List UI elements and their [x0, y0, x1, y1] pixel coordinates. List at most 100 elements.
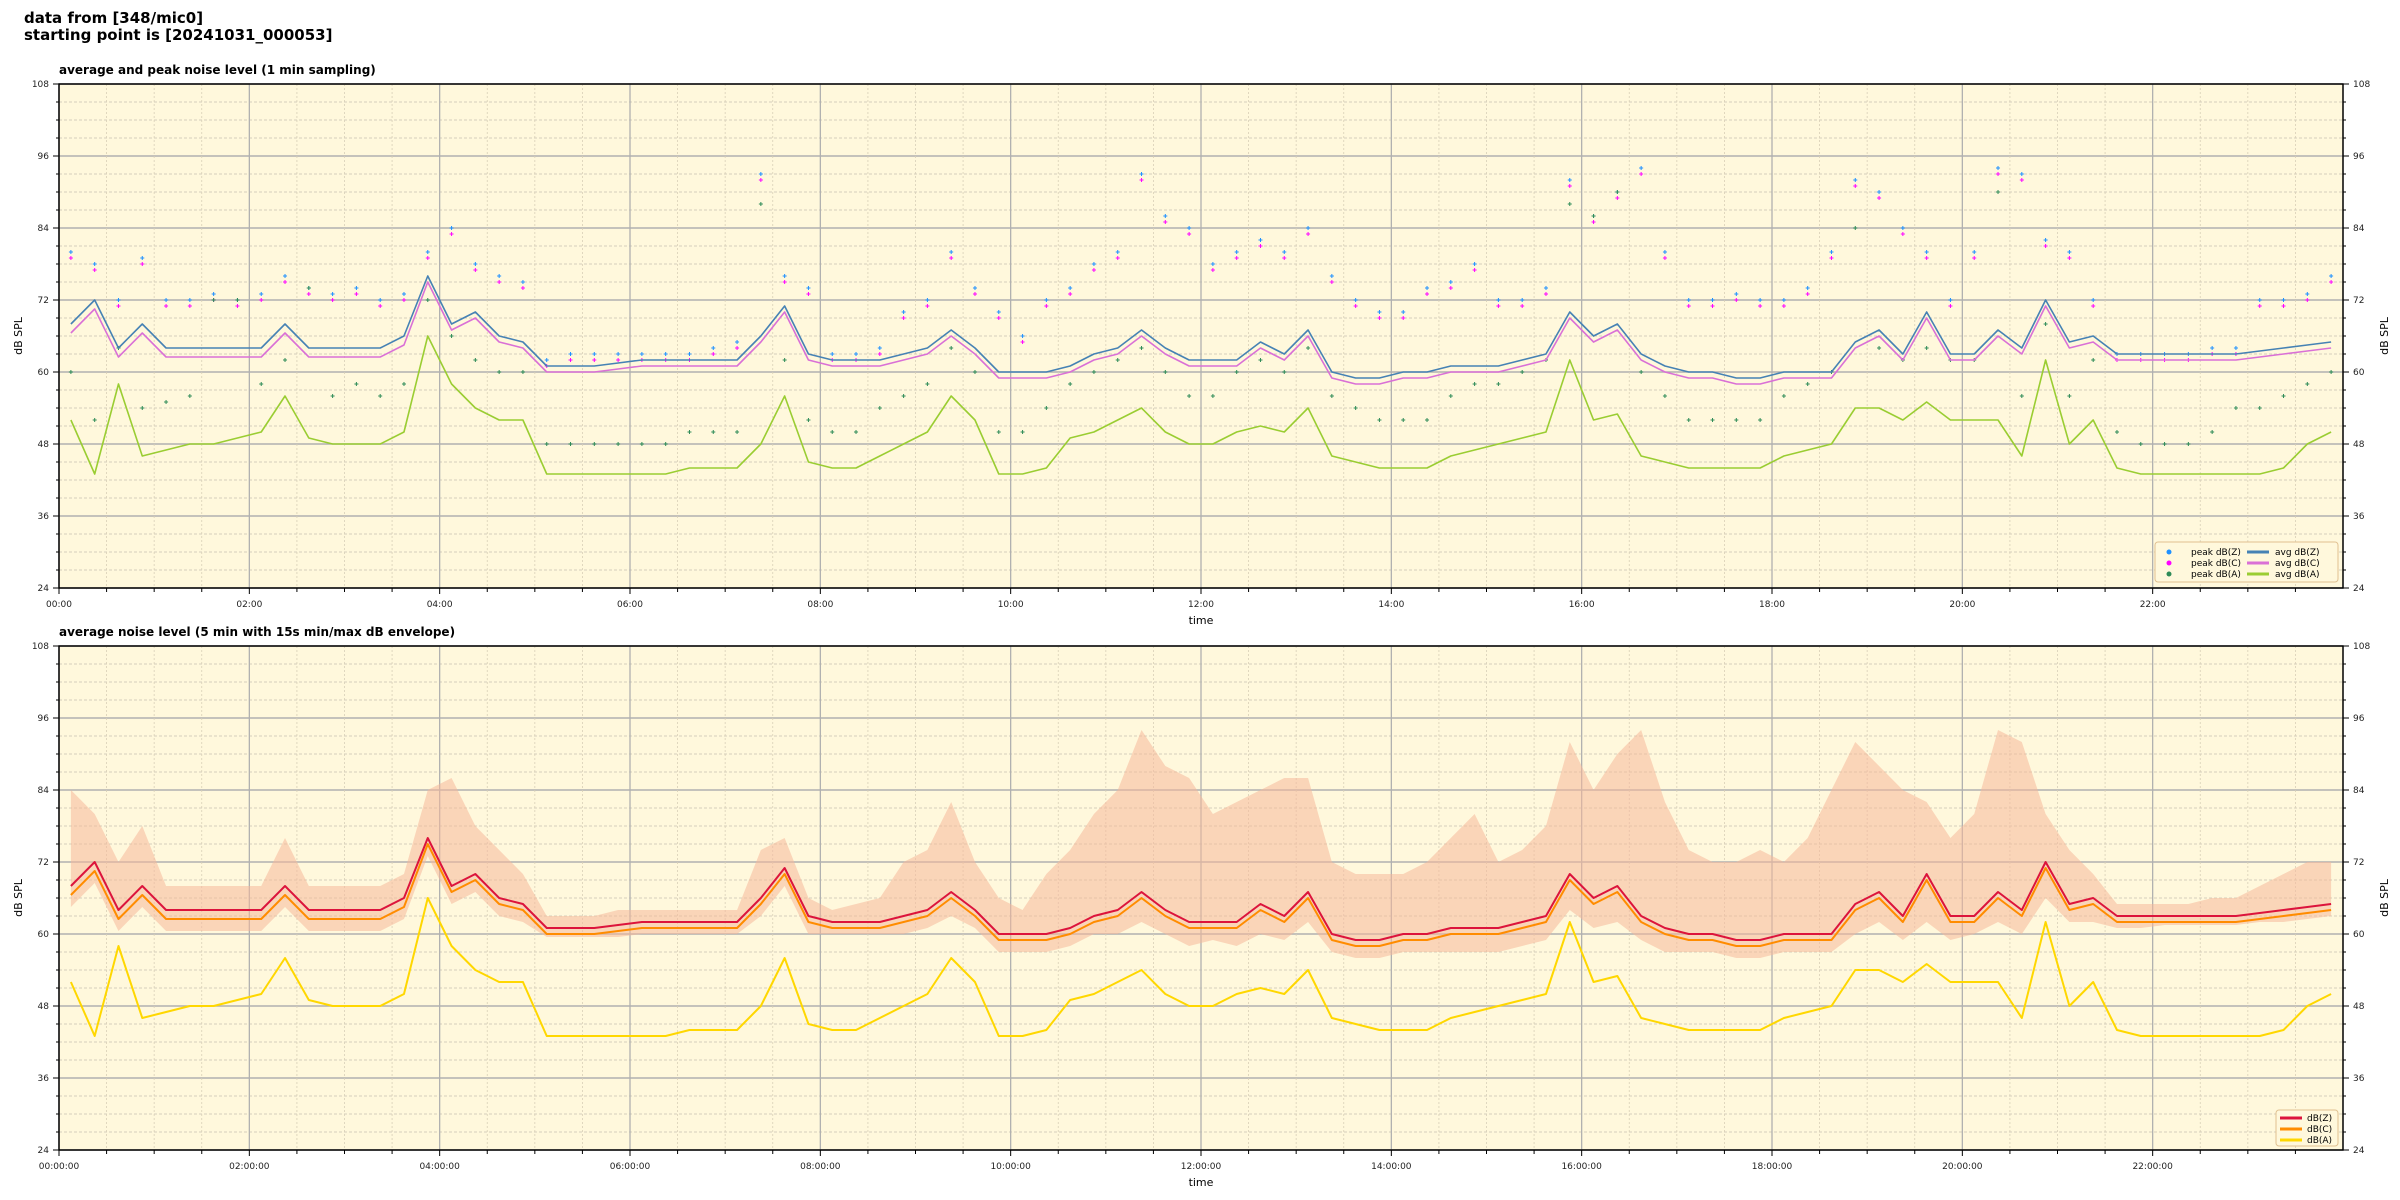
point-peak-db-z	[1210, 262, 1215, 266]
point-peak-db-c	[1591, 220, 1596, 224]
point-peak-db-z	[449, 226, 454, 230]
legend-label: dB(C)	[2307, 1125, 2332, 1135]
point-peak-db-a	[2114, 430, 2119, 434]
point-peak-db-a	[1377, 418, 1382, 422]
point-peak-db-c	[187, 304, 192, 308]
x-tick-label: 12:00:00	[1181, 1162, 1222, 1172]
point-peak-db-z	[877, 346, 882, 350]
y-tick-label-right: 36	[2353, 1074, 2365, 1084]
point-peak-db-a	[211, 298, 216, 302]
point-peak-db-z	[2210, 346, 2215, 350]
point-peak-db-a	[235, 298, 240, 302]
point-peak-db-c	[1805, 292, 1810, 296]
point-peak-db-a	[283, 358, 288, 362]
point-peak-db-a	[2091, 358, 2096, 362]
point-peak-db-c	[449, 232, 454, 236]
plot-frame	[58, 645, 2344, 1151]
point-peak-db-z	[2091, 298, 2096, 302]
point-peak-db-c	[1020, 340, 1025, 344]
y-tick-label: 96	[38, 714, 50, 724]
x-tick-label: 08:00	[807, 600, 833, 610]
point-peak-db-c	[306, 292, 311, 296]
point-peak-db-c	[1520, 304, 1525, 308]
point-peak-db-a	[2162, 442, 2167, 446]
bottom-chart: 24 24 36 36 48 48 60 60 72 72 84 84 96 96 108 108 00:00:…	[12, 642, 2391, 1189]
point-peak-db-c	[1425, 292, 1430, 296]
point-peak-db-z	[1377, 310, 1382, 314]
point-peak-db-a	[259, 382, 264, 386]
legend-marker	[2166, 571, 2172, 577]
point-peak-db-a	[306, 286, 311, 290]
point-peak-db-c	[996, 316, 1001, 320]
point-peak-db-c	[2281, 304, 2286, 308]
point-peak-db-a	[354, 382, 359, 386]
point-peak-db-a	[806, 418, 811, 422]
point-peak-db-c	[259, 298, 264, 302]
point-peak-db-z	[1900, 226, 1905, 230]
point-peak-db-c	[1329, 280, 1334, 284]
x-axis-label: time	[1189, 614, 1214, 627]
y-tick-label-right: 96	[2353, 152, 2365, 162]
point-peak-db-c	[1686, 304, 1691, 308]
point-peak-db-c	[1900, 232, 1905, 236]
point-peak-db-c	[925, 304, 930, 308]
point-peak-db-z	[473, 262, 478, 266]
point-peak-db-a	[187, 394, 192, 398]
point-peak-db-c	[140, 262, 145, 266]
legend: dB(Z)dB(C)dB(A)	[2275, 1109, 2339, 1147]
point-peak-db-z	[1829, 250, 1834, 254]
x-tick-label: 18:00	[1759, 600, 1785, 610]
y-axis-label-right: dB SPL	[2378, 878, 2391, 917]
point-peak-db-z	[1115, 250, 1120, 254]
point-peak-db-z	[354, 286, 359, 290]
point-peak-db-a	[592, 442, 597, 446]
point-peak-db-a	[782, 358, 787, 362]
point-peak-db-z	[1068, 286, 1073, 290]
y-tick-label: 48	[38, 1002, 50, 1012]
y-tick-label-right: 108	[2353, 80, 2370, 90]
point-peak-db-a	[1020, 430, 1025, 434]
y-tick-label-right: 96	[2353, 714, 2365, 724]
point-peak-db-a	[2067, 394, 2072, 398]
point-peak-db-a	[1615, 190, 1620, 194]
point-peak-db-a	[378, 394, 383, 398]
y-axis-label: dB SPL	[12, 878, 25, 917]
legend: peak dB(Z)peak dB(C)peak dB(A)avg dB(Z)a…	[2154, 541, 2339, 583]
x-tick-label: 20:00	[1949, 600, 1975, 610]
point-peak-db-a	[1282, 370, 1287, 374]
point-peak-db-z	[2329, 274, 2334, 278]
point-peak-db-a	[520, 370, 525, 374]
legend-label: dB(A)	[2307, 1136, 2332, 1146]
point-peak-db-z	[1758, 298, 1763, 302]
point-peak-db-z	[1472, 262, 1477, 266]
x-tick-label: 12:00	[1188, 600, 1214, 610]
point-peak-db-c	[116, 304, 121, 308]
line-avg-db-z	[70, 275, 2332, 379]
legend-box	[2154, 541, 2339, 583]
point-peak-db-z	[2019, 172, 2024, 176]
point-peak-db-z	[520, 280, 525, 284]
point-peak-db-c	[378, 304, 383, 308]
point-peak-db-a	[2257, 406, 2262, 410]
point-peak-db-c	[1353, 304, 1358, 308]
point-peak-db-z	[378, 298, 383, 302]
line-db-z	[70, 837, 2332, 941]
point-peak-db-a	[1686, 418, 1691, 422]
point-peak-db-z	[164, 298, 169, 302]
point-peak-db-a	[1329, 394, 1334, 398]
x-tick-label: 10:00	[998, 600, 1024, 610]
legend-label: avg dB(Z)	[2275, 548, 2320, 558]
y-tick-label-right: 84	[2353, 224, 2365, 234]
point-peak-db-z	[140, 256, 145, 260]
point-peak-db-c	[2067, 256, 2072, 260]
point-peak-db-z	[2067, 250, 2072, 254]
point-peak-db-z	[568, 352, 573, 356]
y-tick-label-right: 84	[2353, 786, 2365, 796]
point-peak-db-c	[1258, 244, 1263, 248]
point-peak-db-a	[1139, 346, 1144, 350]
point-peak-db-a	[1591, 214, 1596, 218]
point-peak-db-a	[711, 430, 716, 434]
point-peak-db-a	[1258, 358, 1263, 362]
point-peak-db-c	[735, 346, 740, 350]
point-peak-db-c	[758, 178, 763, 182]
